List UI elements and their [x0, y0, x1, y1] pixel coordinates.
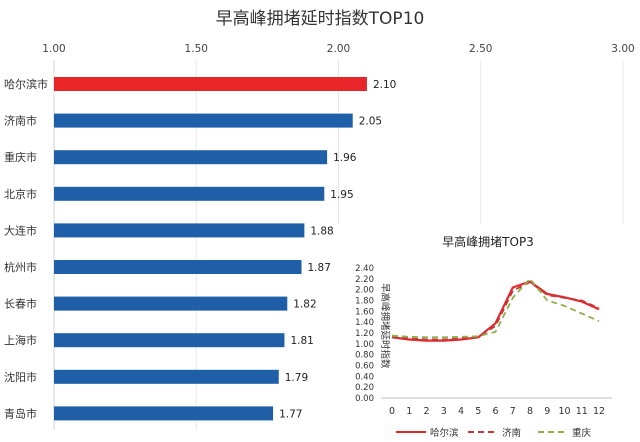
main-bar: [54, 260, 302, 274]
main-value-labels: 2.10 2.05 1.96 1.95 1.88 1.87 1.82 1.81 1.79 1.77: [279, 79, 396, 420]
inset-legend: 哈尔滨 济南 重庆: [396, 427, 592, 439]
main-value-label: 1.77: [279, 408, 302, 420]
inset-legend-label: 济南: [502, 427, 521, 439]
inset-y-tick-label: 0.00: [355, 394, 374, 404]
main-category-label: 大连市: [4, 223, 37, 237]
inset-legend-label: 重庆: [572, 427, 592, 439]
main-value-label: 1.88: [310, 225, 333, 237]
inset-x-tick-label: 1: [406, 406, 412, 417]
main-bar: [54, 77, 367, 91]
inset-y-tick-label: 2.00: [355, 286, 374, 296]
inset-x-axis-ticks: 0 1 2 3 4 5 6 7 8 9 10 11 12: [389, 406, 605, 417]
main-bar: [54, 406, 274, 421]
inset-line-chart: 早高峰拥堵TOP3 早高峰拥堵延时指数 0.000.200.400.600.80…: [338, 224, 632, 440]
inset-y-tick-label: 2.20: [355, 275, 374, 285]
main-x-axis-ticks: 1.00 1.50 2.00 2.50 3.00: [42, 43, 634, 55]
main-category-label: 上海市: [4, 333, 37, 347]
main-x-tick-label: 1.00: [42, 43, 65, 55]
main-value-label: 1.95: [330, 189, 353, 201]
main-category-label: 济南市: [4, 114, 37, 128]
inset-series-lines: [391, 277, 600, 342]
inset-x-tick-label: 0: [389, 406, 395, 417]
main-value-label: 1.82: [293, 299, 316, 311]
main-category-label: 青岛市: [4, 406, 37, 420]
main-category-label: 重庆市: [4, 150, 37, 164]
main-x-tick-label: 2.50: [469, 43, 492, 55]
inset-series-line: [391, 281, 600, 341]
main-x-tick-label: 2.00: [327, 43, 350, 55]
inset-y-tick-label: 0.60: [355, 362, 374, 372]
inset-y-tick-label: 1.20: [355, 329, 374, 339]
inset-y-tick-label: 1.00: [355, 340, 374, 350]
main-value-label: 1.87: [308, 262, 331, 274]
main-category-label: 杭州市: [4, 260, 37, 274]
main-x-tick-label: 1.50: [185, 43, 208, 55]
inset-y-tick-label: 0.20: [355, 383, 374, 393]
inset-x-tick-label: 3: [441, 406, 447, 417]
main-bar: [54, 369, 279, 384]
main-bar: [54, 150, 328, 165]
inset-x-tick-label: 10: [558, 406, 570, 417]
inset-legend-label: 哈尔滨: [430, 427, 459, 439]
main-value-label: 1.79: [285, 372, 308, 384]
main-bar: [54, 296, 288, 311]
inset-x-tick-label: 4: [458, 406, 464, 417]
main-category-label: 哈尔滨市: [4, 77, 48, 91]
main-chart-title: 早高峰拥堵延时指数TOP10: [216, 9, 425, 29]
inset-y-axis-ticks: 0.000.200.400.600.801.001.201.401.601.80…: [355, 264, 374, 404]
main-bar: [54, 186, 325, 201]
inset-x-tick-label: 7: [510, 406, 516, 417]
inset-x-tick-label: 11: [576, 406, 588, 417]
inset-y-axis-label: 早高峰拥堵延时指数: [379, 283, 391, 369]
inset-x-tick-label: 2: [423, 406, 429, 417]
inset-y-tick-label: 1.40: [355, 318, 374, 328]
main-bar: [54, 223, 305, 238]
main-category-label: 长春市: [4, 297, 37, 311]
main-bar: [54, 333, 285, 348]
inset-y-tick-label: 2.40: [355, 264, 374, 274]
main-value-label: 2.05: [359, 116, 382, 128]
main-value-label: 1.96: [333, 152, 357, 164]
inset-y-tick-label: 1.80: [355, 297, 374, 307]
main-category-label: 沈阳市: [4, 370, 37, 384]
inset-y-tick-label: 0.80: [355, 351, 374, 361]
main-value-label: 1.81: [290, 335, 313, 347]
main-category-label: 北京市: [4, 187, 37, 201]
inset-x-tick-label: 6: [492, 406, 498, 417]
main-x-tick-label: 3.00: [611, 43, 634, 55]
inset-y-tick-label: 0.40: [355, 372, 374, 382]
main-bar: [54, 113, 353, 128]
inset-x-tick-label: 5: [475, 406, 481, 417]
main-value-label: 2.10: [373, 79, 396, 91]
inset-x-tick-label: 8: [527, 406, 533, 417]
main-bars: [54, 77, 367, 421]
inset-series-line: [391, 277, 600, 339]
inset-y-tick-label: 1.60: [355, 307, 374, 317]
inset-x-tick-label: 12: [593, 406, 605, 417]
inset-title: 早高峰拥堵TOP3: [442, 234, 534, 249]
inset-x-tick-label: 9: [544, 406, 550, 417]
